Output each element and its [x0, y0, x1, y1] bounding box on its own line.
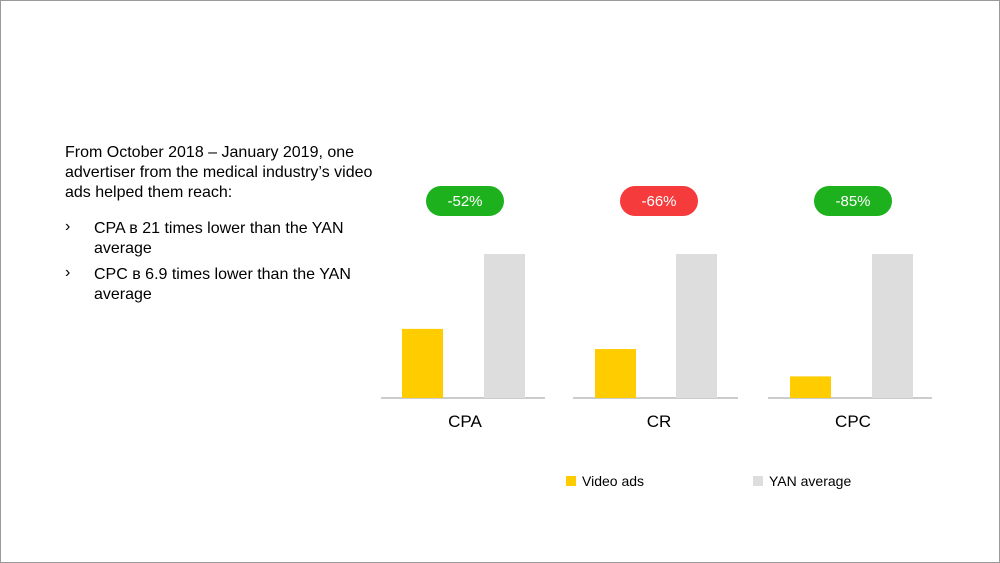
change-badge [620, 186, 698, 216]
bullet-text: CPA в 21 times lower than the YAN averag… [94, 220, 344, 257]
intro-lead: From October 2018 – January 2019, one ad… [65, 144, 373, 201]
legend-swatch [753, 476, 763, 486]
bar-video-ads [595, 349, 636, 398]
bar-yan-average [872, 254, 913, 398]
change-badge [426, 186, 504, 216]
legend-swatch [566, 476, 576, 486]
category-label: CPA [448, 412, 482, 431]
bar-yan-average [484, 254, 525, 398]
bar-video-ads [402, 328, 443, 398]
bullet-item: › CPA в 21 times lower than the YAN aver… [65, 218, 375, 259]
intro-text-block: From October 2018 – January 2019, one ad… [65, 143, 375, 311]
chevron-right-icon: › [65, 264, 71, 281]
change-badge-label: -85% [835, 193, 870, 210]
bullet-item: › CPC в 6.9 times lower than the YAN ave… [65, 264, 375, 305]
category-label: CR [647, 412, 672, 431]
legend-label: Video ads [582, 473, 644, 489]
bullet-text: CPC в 6.9 times lower than the YAN avera… [94, 266, 351, 303]
change-badge-label: -66% [641, 193, 676, 210]
legend-label: YAN average [769, 473, 851, 489]
bar-yan-average [676, 254, 717, 398]
change-badge [814, 186, 892, 216]
bullet-list: › CPA в 21 times lower than the YAN aver… [65, 218, 375, 305]
change-badge-label: -52% [447, 193, 482, 210]
bar-video-ads [790, 376, 831, 398]
category-label: CPC [835, 412, 871, 431]
chevron-right-icon: › [65, 218, 71, 235]
